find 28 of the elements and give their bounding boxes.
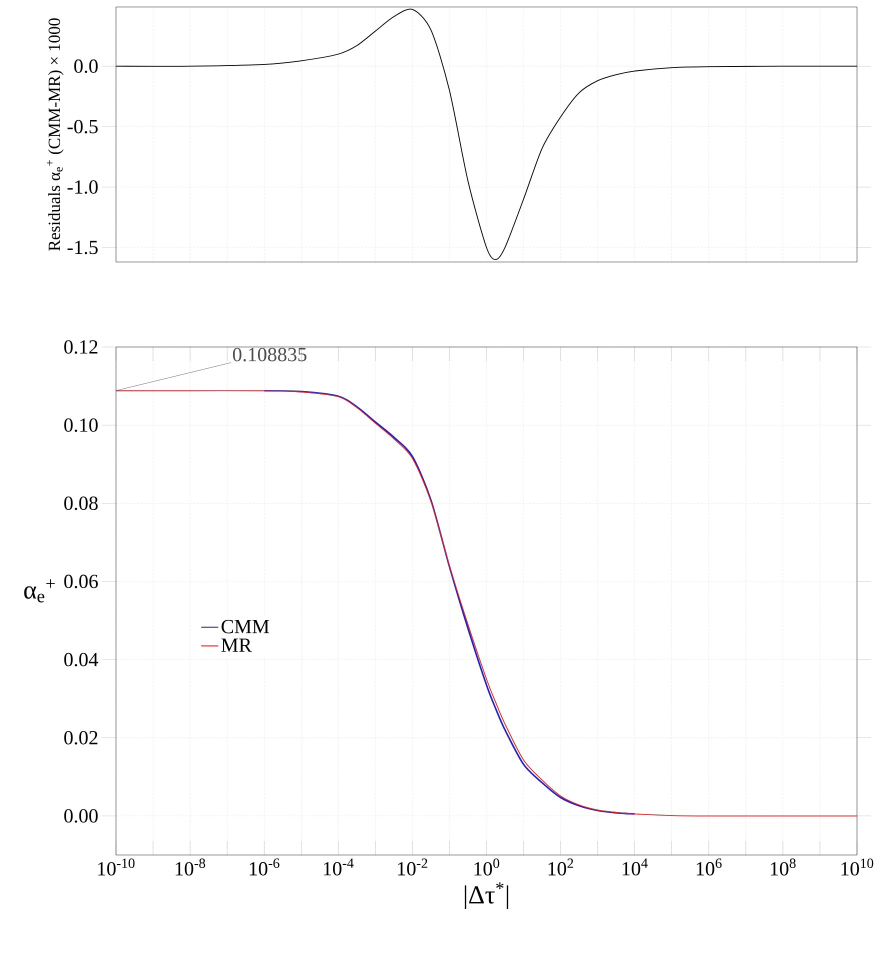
x-tick-label: 10$^{0}$ <box>474 858 500 876</box>
y-tick-label: -0.5 <box>68 120 98 134</box>
x-tick-label: 10$^{-2}$ <box>398 858 428 876</box>
y-tick-label: 0.08 <box>64 496 98 510</box>
y-tick-label: 0.02 <box>64 730 98 745</box>
y-axis-title: Residuals α$_{e}$$^{+}$ (CMM-MR) × 1000 <box>46 18 64 251</box>
y-tick-label: 0.04 <box>64 652 98 666</box>
y-tick-label: -1.5 <box>68 240 98 254</box>
x-tick-label: 10$^{6}$ <box>696 858 722 876</box>
y-tick-label: 0.0 <box>74 59 98 73</box>
x-tick-label: 10$^{-8}$ <box>176 858 206 876</box>
x-tick-label: 10$^{10}$ <box>842 858 874 876</box>
y-tick-label: 0.00 <box>64 809 98 823</box>
y-tick-label: 0.06 <box>64 574 98 588</box>
y-tick-label: 0.12 <box>64 340 98 354</box>
y-tick-label: 0.10 <box>64 418 98 432</box>
legend-label: CMM <box>222 620 270 634</box>
x-tick-label: 10$^{4}$ <box>622 858 648 876</box>
x-axis-title: |Δτ$^{*}$| <box>464 882 508 909</box>
x-tick-label: 10$^{8}$ <box>770 858 796 876</box>
y-tick-label: -1.0 <box>68 180 98 194</box>
x-tick-label: 10$^{-10}$ <box>98 858 135 876</box>
legend-label: MR <box>221 638 252 652</box>
x-tick-label: 10$^{2}$ <box>548 858 574 876</box>
annotation: 0.108835 <box>232 348 306 362</box>
x-tick-label: 10$^{-4}$ <box>324 858 354 876</box>
y-axis-title: α$_{e}$+ <box>24 579 55 602</box>
x-tick-label: 10$^{-6}$ <box>250 858 280 876</box>
